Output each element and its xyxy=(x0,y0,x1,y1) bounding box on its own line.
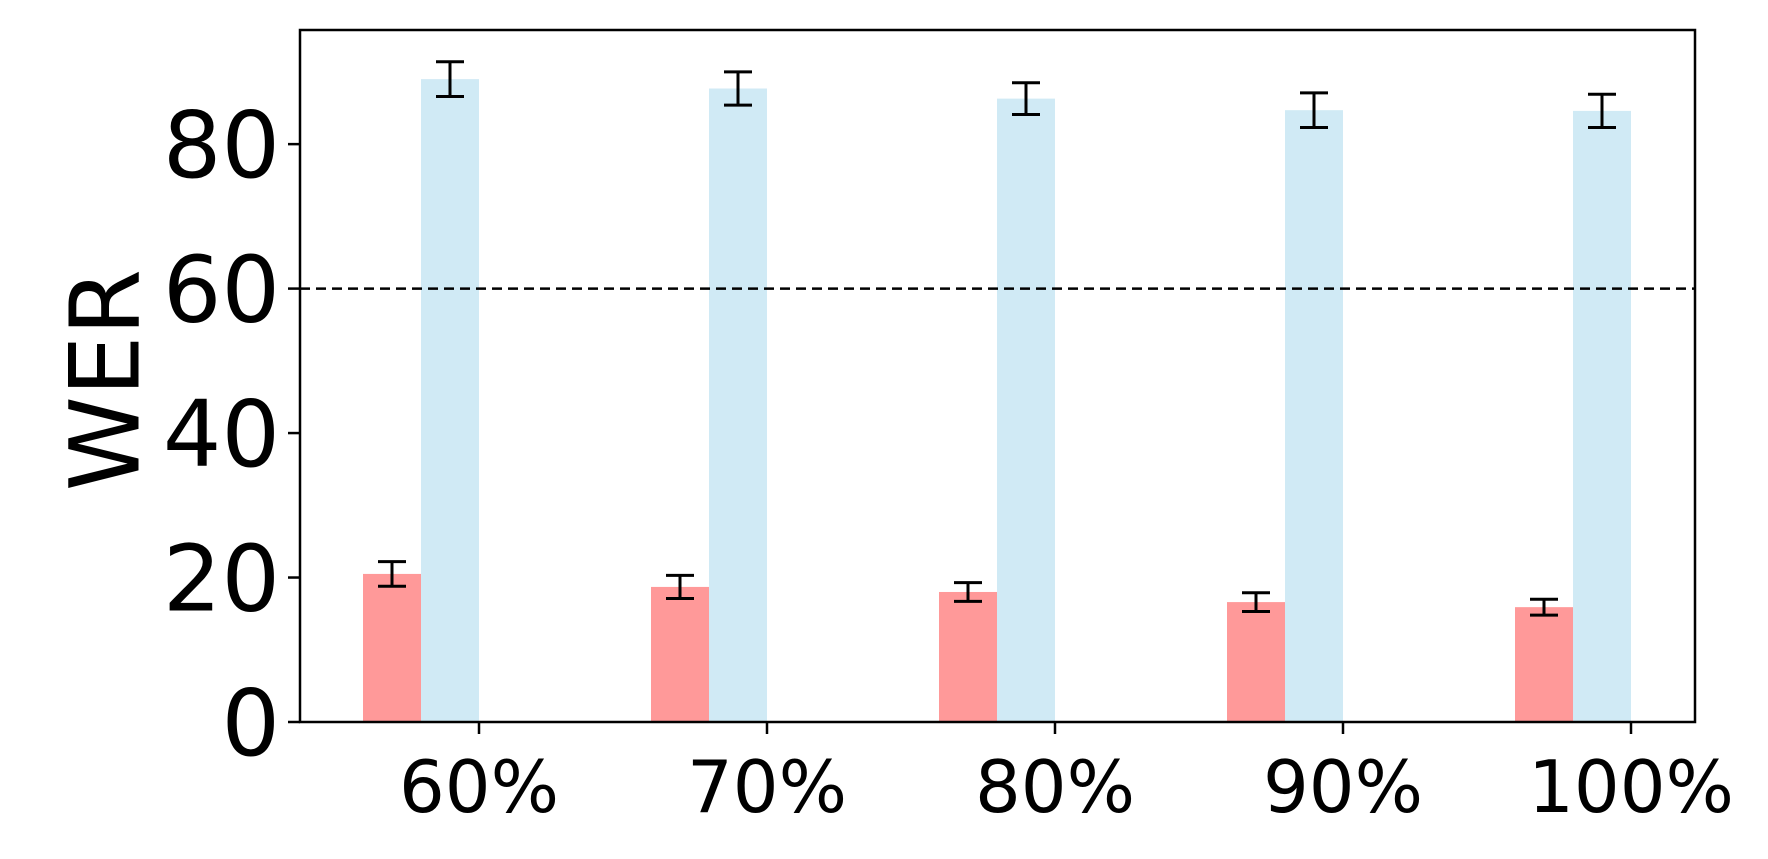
bar xyxy=(709,88,767,722)
error-bar xyxy=(1530,597,1558,617)
bar xyxy=(1573,110,1631,723)
bar xyxy=(997,98,1055,722)
error-bar xyxy=(436,60,464,98)
x-tick-label: 60% xyxy=(399,745,559,829)
x-tick-label: 80% xyxy=(975,745,1135,829)
error-bar xyxy=(1588,92,1616,130)
error-bar xyxy=(666,573,694,600)
x-tick-label: 70% xyxy=(687,745,847,829)
bar xyxy=(1227,602,1285,722)
error-bar xyxy=(954,581,982,603)
bar xyxy=(421,79,479,722)
bar xyxy=(363,573,421,722)
error-bar xyxy=(1012,81,1040,117)
y-tick-label: 60 xyxy=(163,237,280,344)
error-bar xyxy=(1242,591,1270,613)
error-bar xyxy=(1300,91,1328,130)
y-tick-label: 0 xyxy=(221,670,280,777)
bar xyxy=(651,586,709,722)
bar xyxy=(939,591,997,722)
x-tick-label: 100% xyxy=(1528,745,1734,829)
error-bar xyxy=(724,70,752,107)
y-tick-label: 20 xyxy=(163,526,280,633)
y-axis-label: WER xyxy=(49,269,161,491)
y-tick-label: 80 xyxy=(163,92,280,199)
x-tick-label: 90% xyxy=(1263,745,1423,829)
bar xyxy=(1515,607,1573,722)
y-tick-label: 40 xyxy=(163,381,280,488)
error-bar xyxy=(378,560,406,588)
bar xyxy=(1285,110,1343,722)
plot-frame xyxy=(298,28,1697,724)
